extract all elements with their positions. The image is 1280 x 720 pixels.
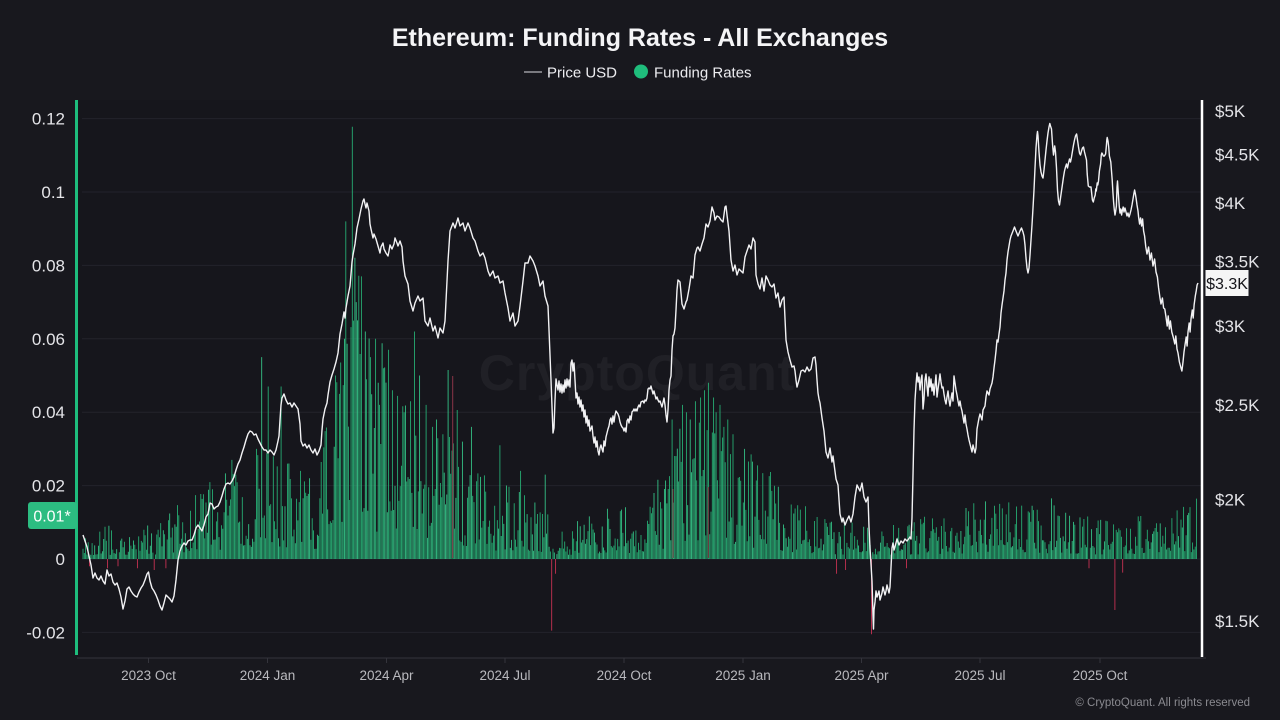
svg-text:-0.02: -0.02 bbox=[26, 623, 65, 642]
svg-text:2024 Oct: 2024 Oct bbox=[597, 668, 652, 683]
svg-text:$5K: $5K bbox=[1215, 102, 1246, 121]
svg-text:$2.5K: $2.5K bbox=[1215, 396, 1260, 415]
svg-text:0.12: 0.12 bbox=[32, 110, 65, 129]
svg-text:0.1: 0.1 bbox=[41, 183, 65, 202]
svg-text:$3.5K: $3.5K bbox=[1215, 253, 1260, 272]
svg-text:$3.3K: $3.3K bbox=[1206, 276, 1248, 293]
svg-text:2025 Oct: 2025 Oct bbox=[1073, 668, 1128, 683]
svg-text:2025 Apr: 2025 Apr bbox=[834, 668, 889, 683]
svg-text:2024 Jan: 2024 Jan bbox=[240, 668, 296, 683]
svg-text:2024 Jul: 2024 Jul bbox=[479, 668, 530, 683]
svg-text:2023 Oct: 2023 Oct bbox=[121, 668, 176, 683]
svg-text:$1.5K: $1.5K bbox=[1215, 612, 1260, 631]
svg-text:0.01*: 0.01* bbox=[33, 509, 70, 526]
svg-text:$3K: $3K bbox=[1215, 317, 1246, 336]
svg-text:Funding Rates: Funding Rates bbox=[654, 65, 752, 82]
svg-text:2024 Apr: 2024 Apr bbox=[359, 668, 414, 683]
svg-text:2025 Jul: 2025 Jul bbox=[954, 668, 1005, 683]
svg-text:Price USD: Price USD bbox=[547, 65, 617, 82]
svg-text:0: 0 bbox=[56, 550, 65, 569]
svg-text:$2K: $2K bbox=[1215, 491, 1246, 510]
svg-text:$4.5K: $4.5K bbox=[1215, 146, 1260, 165]
svg-text:CryptoQuant: CryptoQuant bbox=[479, 345, 796, 401]
svg-text:0.04: 0.04 bbox=[32, 403, 65, 422]
svg-text:© CryptoQuant. All rights rese: © CryptoQuant. All rights reserved bbox=[1075, 697, 1250, 709]
svg-text:$4K: $4K bbox=[1215, 194, 1246, 213]
svg-text:0.08: 0.08 bbox=[32, 256, 65, 275]
svg-text:0.06: 0.06 bbox=[32, 330, 65, 349]
svg-text:2025 Jan: 2025 Jan bbox=[715, 668, 771, 683]
svg-text:0.02: 0.02 bbox=[32, 477, 65, 496]
svg-text:Ethereum: Funding Rates - All: Ethereum: Funding Rates - All Exchanges bbox=[392, 24, 888, 52]
